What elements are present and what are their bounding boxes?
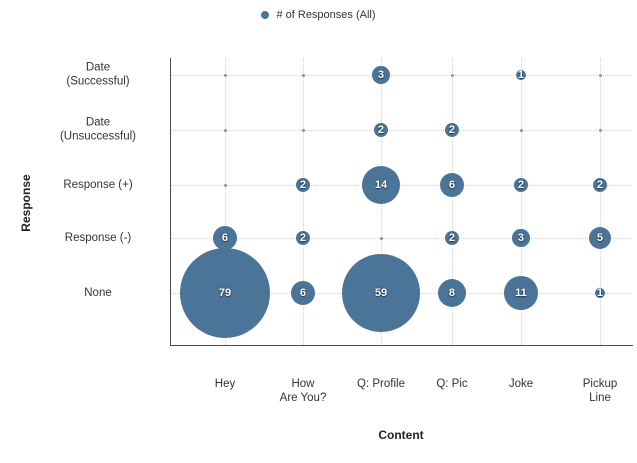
bubble[interactable]: 79 [180,248,270,338]
bubble[interactable]: 3 [372,66,390,84]
empty-cell-dot [223,128,227,132]
bubble[interactable]: 1 [515,68,527,81]
empty-cell-dot [598,73,602,77]
bubble-value-label: 2 [299,178,307,191]
empty-cell-dot [301,128,305,132]
empty-cell-dot [598,128,602,132]
bubble[interactable]: 2 [444,122,460,138]
x-axis-label: Q: Pic [436,378,468,390]
bubble[interactable]: 3 [512,229,530,247]
bubble[interactable]: 6 [290,280,316,306]
gridline-vertical [452,58,453,345]
bubble-value-label: 2 [377,123,385,136]
bubble[interactable]: 14 [362,166,400,204]
empty-cell-dot [379,236,383,240]
bubble-value-label: 1 [517,68,525,81]
gridline-horizontal [170,238,632,239]
bubble-value-label: 6 [221,231,229,244]
empty-cell-dot [301,73,305,77]
bubble-value-label: 11 [515,286,527,299]
legend: # of Responses (All) [0,9,637,21]
bubble-value-label: 5 [596,231,604,244]
bubble[interactable]: 2 [592,177,608,193]
gridline-vertical [600,58,601,345]
x-axis-label: Pickup Line [582,378,618,405]
bubble-value-label: 79 [218,287,232,299]
y-axis-label: Date (Successful) [66,61,130,88]
empty-cell-dot [223,73,227,77]
gridline-vertical [521,58,522,345]
gridline-horizontal [170,185,632,186]
bubble[interactable]: 1 [594,286,606,299]
legend-marker-icon [261,11,270,19]
empty-cell-dot [223,183,227,187]
x-axis-label: Q: Profile [357,378,405,390]
gridline-horizontal [170,75,632,76]
bubble-value-label: 14 [374,178,388,191]
bubble[interactable]: 59 [342,254,420,332]
bubble[interactable]: 6 [212,225,238,251]
empty-cell-dot [450,73,454,77]
x-axis-label: How Are You? [279,378,327,405]
x-axis-line [170,345,633,346]
bubble-value-label: 3 [377,68,385,81]
bubble[interactable]: 2 [444,230,460,246]
bubble[interactable]: 2 [373,122,389,138]
bubble-value-label: 2 [517,178,525,191]
gridline-vertical [225,58,226,345]
y-axis-label: Response (+) [63,178,133,191]
legend-label: # of Responses (All) [276,9,376,21]
y-axis-label: Response (-) [64,231,132,244]
y-axis-label: Date (Unsuccessful) [59,116,137,143]
bubble-value-label: 59 [374,286,388,299]
x-axis-title: Content [378,428,424,442]
bubble[interactable]: 5 [588,226,612,250]
bubble[interactable]: 2 [295,230,311,246]
bubble-value-label: 3 [517,231,525,244]
bubble-value-label: 6 [299,286,307,299]
x-axis-label: Hey [214,378,236,390]
bubble[interactable]: 11 [504,276,538,310]
y-axis-label: None [84,286,112,299]
bubble[interactable]: 8 [437,278,467,308]
bubble-value-label: 2 [448,123,456,136]
bubble[interactable]: 2 [295,177,311,193]
empty-cell-dot [519,128,523,132]
bubble-value-label: 2 [596,178,604,191]
gridline-vertical [303,58,304,345]
bubble-value-label: 2 [448,231,456,244]
y-axis-line [170,58,171,345]
bubble-value-label: 6 [448,178,456,191]
x-axis-label: Joke [508,378,534,390]
bubble-value-label: 2 [299,231,307,244]
bubble-value-label: 8 [448,286,456,299]
gridline-horizontal [170,130,632,131]
bubble-value-label: 1 [596,286,604,299]
bubble[interactable]: 6 [439,172,465,198]
bubble[interactable]: 2 [513,177,529,193]
